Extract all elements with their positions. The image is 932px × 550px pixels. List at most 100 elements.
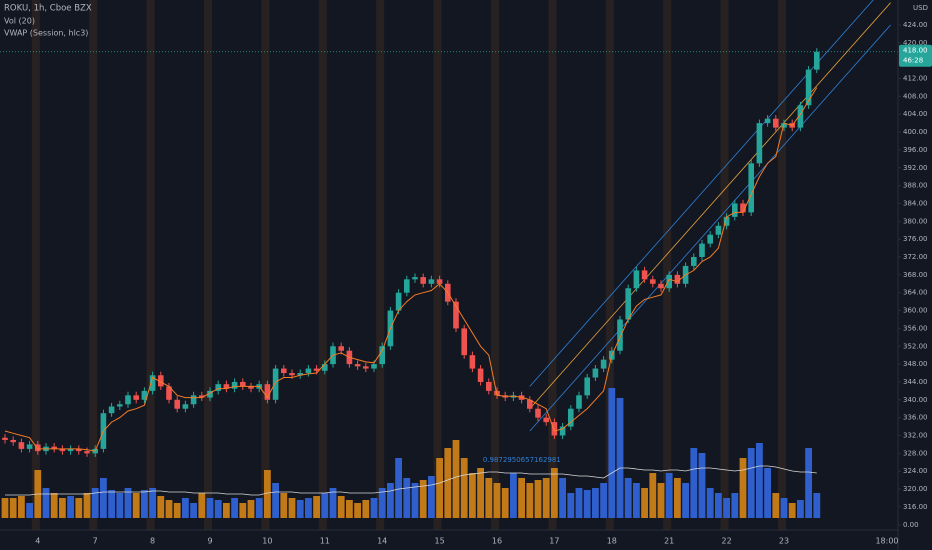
candle-body bbox=[281, 368, 287, 374]
axes: 4 7 8 9 10 11 14 15 16 17 18 21 22 23 18:00 316.00 320.0… bbox=[35, 21, 932, 546]
y-tick-label: 372.00 bbox=[903, 253, 928, 261]
candle-body bbox=[51, 446, 57, 449]
channel-annotation: 0.9872950657162981 bbox=[483, 456, 561, 464]
session-band bbox=[89, 0, 98, 530]
candle-body bbox=[543, 417, 549, 423]
volume-bar bbox=[485, 478, 493, 518]
volume-bar bbox=[91, 488, 99, 518]
candle-body bbox=[666, 274, 672, 289]
volume-bar bbox=[559, 478, 566, 518]
candle-body bbox=[117, 404, 123, 407]
currency-label: USD bbox=[913, 4, 928, 12]
y-tick-label: 396.00 bbox=[903, 146, 928, 154]
candle-body bbox=[363, 366, 369, 369]
volume-bar bbox=[395, 458, 402, 518]
volume-bar bbox=[624, 478, 632, 518]
candle-body bbox=[412, 277, 418, 280]
y-tick-label: 380.00 bbox=[903, 217, 928, 225]
volume-bar bbox=[124, 488, 132, 518]
volume-bar bbox=[26, 503, 33, 518]
last-price-label: 418.00 bbox=[903, 46, 928, 54]
volume-bar bbox=[723, 498, 730, 518]
candle-body bbox=[576, 395, 582, 409]
candle-body bbox=[600, 359, 607, 369]
candle-body bbox=[289, 373, 295, 376]
y-tick-label: 368.00 bbox=[903, 271, 928, 279]
volume-bar bbox=[272, 483, 279, 518]
candle-body bbox=[182, 404, 189, 409]
y-tick-label: 424.00 bbox=[903, 21, 928, 29]
volume-bar bbox=[337, 496, 345, 518]
y-tick-label: 328.00 bbox=[903, 449, 928, 457]
candle-body bbox=[527, 399, 533, 409]
candle-body bbox=[125, 395, 131, 405]
volume-bar bbox=[444, 448, 452, 518]
volume-bar bbox=[280, 493, 288, 518]
x-tick-label: 11 bbox=[320, 537, 330, 546]
countdown-label: 46:28 bbox=[903, 56, 923, 64]
candle-body bbox=[715, 225, 722, 235]
x-tick-label: 18 bbox=[607, 537, 617, 546]
candle-body bbox=[404, 279, 410, 293]
volume-bar bbox=[255, 498, 263, 518]
volume-bar bbox=[419, 480, 427, 518]
x-tick-label: 23 bbox=[779, 537, 789, 546]
candle-body bbox=[814, 51, 820, 70]
volume-bar bbox=[452, 440, 460, 518]
volume-bar bbox=[346, 500, 353, 518]
candle-body bbox=[174, 399, 180, 409]
x-tick-label: 18:00 bbox=[875, 537, 898, 546]
candle-body bbox=[699, 243, 705, 258]
candle-body bbox=[223, 384, 230, 389]
volume-bar bbox=[813, 493, 821, 518]
volume-bar bbox=[305, 498, 312, 518]
volume-bar bbox=[428, 476, 435, 518]
volume-bar bbox=[108, 490, 115, 518]
session-band bbox=[605, 0, 614, 530]
y-tick-label: 420.00 bbox=[903, 39, 928, 47]
candle-body bbox=[264, 384, 271, 400]
y-tick-label: 352.00 bbox=[903, 342, 928, 350]
volume-bar bbox=[788, 503, 796, 518]
indicator-label: Vol (20) bbox=[4, 17, 35, 26]
candle-body bbox=[313, 368, 320, 371]
candle-body bbox=[732, 203, 738, 217]
volume-bar bbox=[173, 503, 181, 518]
candle-body bbox=[625, 288, 631, 320]
x-tick-label: 14 bbox=[377, 537, 387, 546]
volume-bar bbox=[501, 488, 509, 518]
y-tick-label: 388.00 bbox=[903, 182, 928, 190]
y-tick-label: 400.00 bbox=[903, 128, 928, 136]
volume-bar bbox=[329, 488, 337, 518]
volume-bar bbox=[239, 503, 247, 518]
candle-body bbox=[240, 381, 246, 387]
x-tick-label: 7 bbox=[93, 537, 98, 546]
price-pane: 0.9872950657162981 bbox=[0, 0, 898, 464]
volume-bar bbox=[9, 498, 17, 518]
volume-bar bbox=[567, 493, 575, 518]
volume-bar bbox=[313, 496, 320, 518]
candle-body bbox=[133, 395, 139, 400]
x-tick-label: 21 bbox=[664, 537, 674, 546]
volume-bar bbox=[641, 488, 648, 518]
candle-body bbox=[2, 437, 8, 440]
session-bands bbox=[31, 0, 786, 530]
volume-bar bbox=[18, 496, 25, 518]
candle-body bbox=[248, 386, 254, 389]
vwap-line bbox=[4, 87, 818, 452]
volume-bar bbox=[526, 483, 534, 518]
candle-body bbox=[617, 319, 623, 351]
chart-title: ROKU, 1h, Cboe BZX bbox=[4, 4, 92, 14]
volume-bar bbox=[1, 498, 9, 518]
volume-bar bbox=[469, 473, 476, 518]
volume-bar bbox=[288, 498, 296, 518]
candle-body bbox=[322, 364, 328, 371]
volume-tick-label: 0.00 bbox=[903, 521, 919, 529]
volume-bar bbox=[747, 448, 755, 518]
volume-bar bbox=[67, 496, 74, 518]
candle-body bbox=[59, 448, 66, 452]
volume-bar bbox=[198, 493, 206, 518]
indicator-label: VWAP (Session, hlc3) bbox=[4, 29, 88, 38]
candle-body bbox=[272, 368, 279, 400]
y-tick-label: 384.00 bbox=[903, 199, 928, 207]
